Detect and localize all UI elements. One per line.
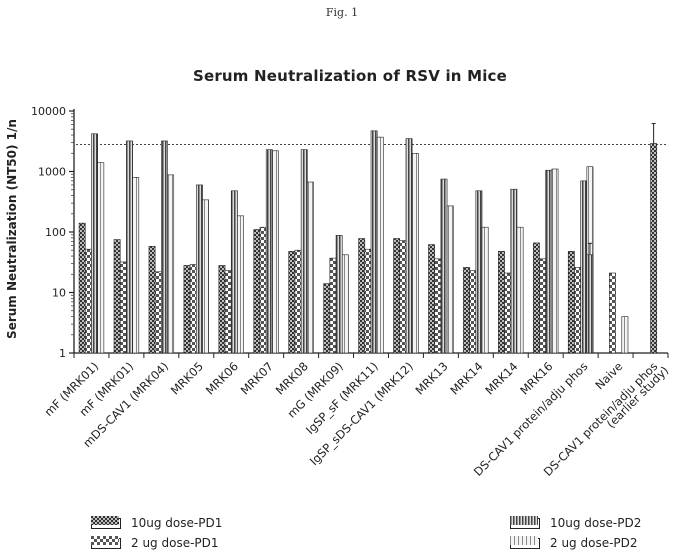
bar <box>651 144 657 353</box>
x-tick-label: MRK07 <box>238 359 276 397</box>
bar <box>622 317 628 353</box>
bar <box>289 251 295 353</box>
x-tick-label: MRK05 <box>168 359 206 397</box>
legend-label: 2 ug dose-PD2 <box>550 536 638 550</box>
bar <box>149 246 155 353</box>
bar <box>505 273 511 353</box>
bar <box>266 150 272 353</box>
y-tick-label: 1 <box>59 347 66 360</box>
bar <box>168 175 174 353</box>
bar <box>85 249 91 353</box>
bar <box>120 262 126 353</box>
bar <box>552 169 558 353</box>
bar <box>184 265 190 353</box>
x-tick-label: MRK13 <box>412 359 450 397</box>
bar <box>546 170 552 353</box>
bar <box>219 265 225 353</box>
bar <box>295 250 301 353</box>
legend-swatch <box>510 518 540 529</box>
bar <box>272 151 278 353</box>
bar <box>476 191 482 353</box>
bar <box>540 259 546 353</box>
bar <box>371 131 377 353</box>
y-tick-label: 100 <box>45 226 66 239</box>
bar <box>155 272 161 353</box>
bar <box>511 189 517 353</box>
bar <box>587 255 593 353</box>
legend-label: 10ug dose-PD1 <box>131 516 222 530</box>
bar <box>412 153 418 353</box>
bar <box>447 206 453 353</box>
bar <box>202 200 208 353</box>
bar <box>463 267 469 353</box>
bar <box>470 271 476 353</box>
legend-item-10ug-pd2: 10ug dose-PD2 <box>510 516 641 530</box>
bar <box>428 245 434 353</box>
bar <box>79 223 85 353</box>
x-tick-labels-group: mF (MRK01)mF (MRK01)mDS-CAV1 (MRK04)MRK0… <box>41 353 671 479</box>
x-tick-label: Naive <box>592 359 625 392</box>
bar <box>574 267 580 353</box>
legend-label: 10ug dose-PD2 <box>550 516 641 530</box>
y-tick-label: 10 <box>52 287 66 300</box>
bars-group <box>79 124 657 353</box>
bar <box>609 273 615 353</box>
bar <box>98 163 104 353</box>
bar <box>533 243 539 353</box>
bar <box>377 137 383 353</box>
bar <box>406 139 412 353</box>
x-tick-label: MRK14 <box>482 359 520 397</box>
bar <box>133 177 139 353</box>
bar <box>342 255 348 353</box>
legend-item-10ug-pd1: 10ug dose-PD1 <box>91 516 222 530</box>
bar <box>581 181 587 353</box>
bar <box>231 191 237 353</box>
bar <box>359 239 365 353</box>
legend-swatch <box>510 538 540 549</box>
bar <box>126 141 132 353</box>
bar <box>237 216 243 353</box>
bar <box>114 240 120 353</box>
bar <box>441 179 447 353</box>
y-tick-label: 10000 <box>31 105 66 118</box>
bar <box>394 239 400 353</box>
bar <box>482 227 488 353</box>
legend-swatch <box>91 538 121 549</box>
bar <box>435 259 441 353</box>
bar <box>225 271 231 353</box>
bar <box>190 265 196 353</box>
legend-label: 2 ug dose-PD1 <box>131 536 219 550</box>
legend-item-2ug-pd1: 2 ug dose-PD1 <box>91 536 219 550</box>
bar <box>336 235 342 353</box>
bar <box>91 134 97 353</box>
bar <box>330 258 336 353</box>
bar <box>307 182 313 353</box>
bar <box>568 251 574 353</box>
x-tick-label: MRK06 <box>203 359 241 397</box>
bar <box>400 241 406 353</box>
legend-item-2ug-pd2: 2 ug dose-PD2 <box>510 536 638 550</box>
bar <box>161 141 167 353</box>
x-tick-label: MRK14 <box>447 359 485 397</box>
bar <box>324 284 330 353</box>
bar <box>196 185 202 353</box>
y-tick-label: 1000 <box>38 166 66 179</box>
bar <box>498 251 504 353</box>
bar <box>365 249 371 353</box>
bar <box>254 229 260 353</box>
legend-swatch <box>91 518 121 529</box>
bar <box>517 227 523 353</box>
bar <box>301 150 307 353</box>
bar <box>260 227 266 353</box>
chart-plot: 1 10 100 1000 10000 mF (MRK01)mF (MRK01)mDS-… <box>0 0 684 559</box>
